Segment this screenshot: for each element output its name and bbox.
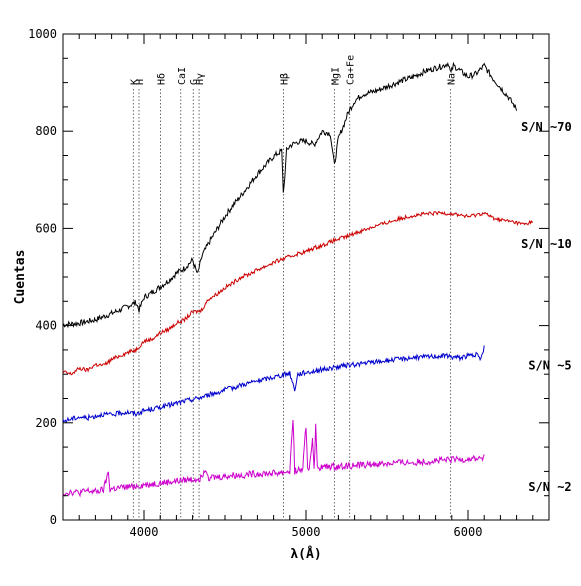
spectral-line-label: H bbox=[135, 79, 146, 85]
y-tick-label: 400 bbox=[35, 319, 57, 333]
ticks-layer bbox=[63, 34, 549, 520]
y-tick-label: 600 bbox=[35, 221, 57, 235]
y-tick-label: 200 bbox=[35, 416, 57, 430]
spectral-line-label: MgI bbox=[330, 67, 341, 85]
y-tick-label: 0 bbox=[50, 513, 57, 527]
labels-layer: 4000 5000 6000 0 200 400 600 800 1000 S/N ~70 S/N … bbox=[28, 27, 572, 539]
series-line bbox=[62, 345, 485, 424]
x-tick-label: 6000 bbox=[454, 525, 483, 539]
spectral-line-label: Ca+Fe bbox=[346, 55, 357, 85]
spectral-line-label: Na bbox=[447, 73, 458, 85]
series-line bbox=[62, 61, 518, 329]
series-line bbox=[62, 210, 534, 376]
series-label: S/N ~70 bbox=[521, 120, 572, 134]
series-line bbox=[62, 419, 485, 498]
series-label: S/N ~2 bbox=[528, 480, 571, 494]
series-label: S/N ~10 bbox=[521, 237, 572, 251]
y-tick-label: 1000 bbox=[28, 27, 57, 41]
y-axis-title: Cuentas bbox=[13, 250, 28, 305]
spectral-lines-layer: KH Hδ CaI GHγ Hβ MgI Ca+Fe Na bbox=[129, 55, 458, 520]
spectral-line-label: Hβ bbox=[279, 73, 290, 85]
x-tick-label: 5000 bbox=[292, 525, 321, 539]
series-label: S/N ~5 bbox=[528, 358, 571, 372]
spectral-line-label: Hγ bbox=[195, 73, 206, 85]
plot-frame bbox=[62, 33, 550, 521]
spectral-line-label: G bbox=[189, 79, 200, 85]
spectral-line-label: Hδ bbox=[157, 73, 168, 85]
x-axis-title: λ(Å) bbox=[290, 546, 321, 562]
y-tick-label: 800 bbox=[35, 124, 57, 138]
spectral-line-label: K bbox=[129, 79, 140, 85]
series-layer bbox=[62, 61, 534, 498]
x-tick-label: 4000 bbox=[130, 525, 159, 539]
spectral-line-label: CaI bbox=[177, 67, 188, 85]
